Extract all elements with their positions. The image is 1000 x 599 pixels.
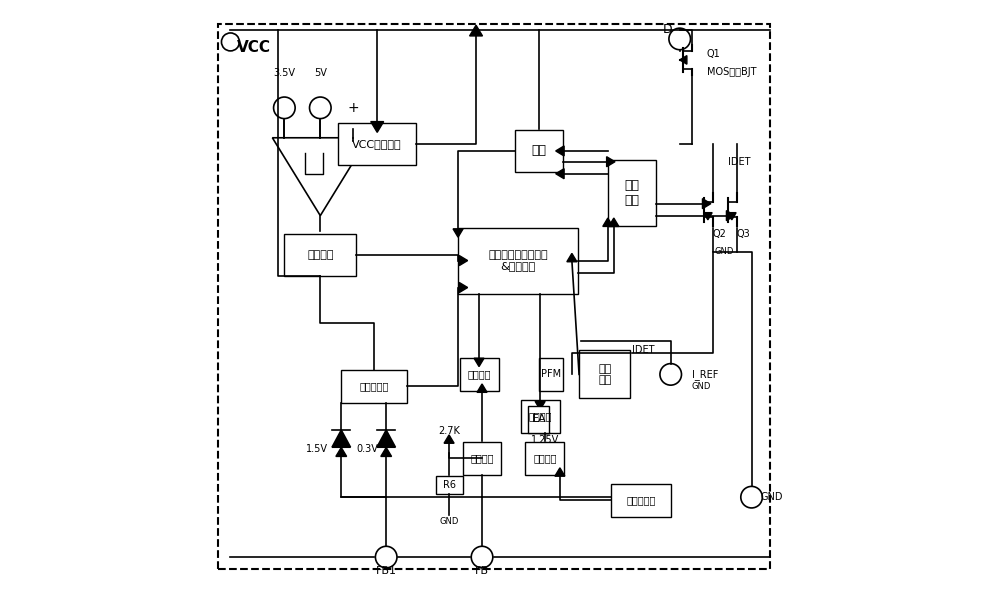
Polygon shape <box>726 211 735 220</box>
Text: Q1: Q1 <box>707 49 720 59</box>
Text: +: + <box>347 101 359 115</box>
Polygon shape <box>470 25 483 36</box>
Polygon shape <box>555 468 565 476</box>
Text: IDET: IDET <box>632 346 654 355</box>
Polygon shape <box>332 430 350 447</box>
FancyBboxPatch shape <box>460 358 499 391</box>
Text: 供电: 供电 <box>531 144 546 158</box>
Text: 5V: 5V <box>314 68 327 78</box>
Polygon shape <box>453 229 463 237</box>
Text: 恒流恒压恒功率控制
&逻辑控制: 恒流恒压恒功率控制 &逻辑控制 <box>488 250 548 271</box>
Text: 2.7K: 2.7K <box>438 426 460 436</box>
Text: GND: GND <box>692 382 711 391</box>
FancyBboxPatch shape <box>284 234 356 276</box>
Polygon shape <box>607 157 615 167</box>
Text: 3.5V: 3.5V <box>273 68 295 78</box>
Polygon shape <box>272 138 368 216</box>
Polygon shape <box>535 401 545 410</box>
Polygon shape <box>474 358 484 367</box>
Text: 上电保护: 上电保护 <box>307 250 334 259</box>
Text: 0.3V: 0.3V <box>356 444 378 454</box>
Polygon shape <box>603 218 613 226</box>
Text: 开路保护: 开路保护 <box>533 453 557 463</box>
Polygon shape <box>459 256 468 265</box>
FancyBboxPatch shape <box>611 484 671 516</box>
Polygon shape <box>556 146 564 156</box>
Text: FB1: FB1 <box>376 566 397 576</box>
Polygon shape <box>609 218 619 226</box>
FancyBboxPatch shape <box>525 442 564 474</box>
FancyBboxPatch shape <box>539 358 563 391</box>
Text: 控制
驱动: 控制 驱动 <box>624 179 639 207</box>
Text: GND: GND <box>439 516 459 526</box>
Text: 1.5V: 1.5V <box>306 444 328 454</box>
FancyBboxPatch shape <box>608 160 656 226</box>
Polygon shape <box>680 56 687 64</box>
Text: FB: FB <box>475 566 489 576</box>
Polygon shape <box>702 199 711 208</box>
FancyBboxPatch shape <box>338 123 416 165</box>
Text: 电流
控制: 电流 控制 <box>598 364 611 385</box>
Polygon shape <box>459 283 468 292</box>
Text: Q2: Q2 <box>713 229 727 238</box>
FancyBboxPatch shape <box>341 370 407 403</box>
Polygon shape <box>381 447 392 456</box>
FancyBboxPatch shape <box>521 400 560 432</box>
Text: PFM: PFM <box>541 370 561 379</box>
Text: VCC: VCC <box>236 40 270 56</box>
Polygon shape <box>540 425 550 434</box>
Polygon shape <box>704 213 712 220</box>
Text: D: D <box>663 23 673 37</box>
Text: GND: GND <box>761 492 783 502</box>
Polygon shape <box>377 430 395 447</box>
FancyBboxPatch shape <box>528 406 549 432</box>
Text: Q3: Q3 <box>737 229 750 238</box>
Polygon shape <box>728 213 736 220</box>
Polygon shape <box>567 253 577 262</box>
Text: I_REF: I_REF <box>692 369 718 380</box>
Text: 退磁检测: 退磁检测 <box>470 453 494 463</box>
Polygon shape <box>371 122 384 132</box>
FancyBboxPatch shape <box>579 350 630 398</box>
Polygon shape <box>444 435 454 443</box>
Polygon shape <box>477 384 487 392</box>
Text: GND: GND <box>715 247 734 256</box>
Text: R6: R6 <box>443 480 456 490</box>
Polygon shape <box>336 447 347 456</box>
Text: VCC过压保护: VCC过压保护 <box>352 139 402 149</box>
Text: 恒功率反馈: 恒功率反馈 <box>360 382 389 391</box>
Text: 恒压模式: 恒压模式 <box>528 412 552 421</box>
FancyBboxPatch shape <box>515 130 563 172</box>
Text: IDET: IDET <box>728 157 750 167</box>
Text: 1.25V: 1.25V <box>531 435 559 445</box>
FancyBboxPatch shape <box>463 442 501 474</box>
Polygon shape <box>556 169 564 179</box>
FancyBboxPatch shape <box>436 476 463 494</box>
FancyBboxPatch shape <box>458 228 578 294</box>
Polygon shape <box>347 129 360 140</box>
Text: EA: EA <box>532 415 546 424</box>
Text: 恒流模式: 恒流模式 <box>467 370 491 379</box>
Text: 输出线补偿: 输出线补偿 <box>626 495 655 505</box>
Text: MOS或者BJT: MOS或者BJT <box>707 67 756 77</box>
